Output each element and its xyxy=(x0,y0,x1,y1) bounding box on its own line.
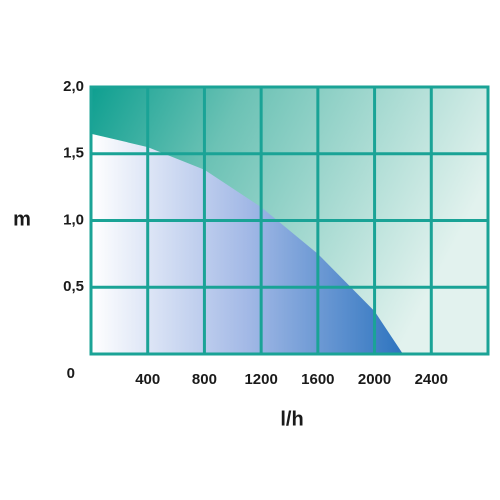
x-tick-label: 2000 xyxy=(358,371,391,388)
x-tick-label: 1200 xyxy=(244,371,277,388)
y-axis-label: m xyxy=(13,208,31,230)
x-tick-label: 800 xyxy=(192,371,217,388)
y-tick-label: 0,5 xyxy=(63,278,84,295)
x-tick-label: 1600 xyxy=(301,371,334,388)
x-axis-label: l/h xyxy=(280,408,303,430)
area xyxy=(91,133,403,354)
y-tick-label: 1,0 xyxy=(63,211,84,228)
y-tick-label: 2,0 xyxy=(63,78,84,95)
x-tick-label: 2400 xyxy=(415,371,448,388)
plot-frame xyxy=(89,85,490,356)
y-tick-label: 0 xyxy=(67,365,75,382)
y-tick-label: 1,5 xyxy=(63,145,84,162)
x-tick-label: 400 xyxy=(135,371,160,388)
